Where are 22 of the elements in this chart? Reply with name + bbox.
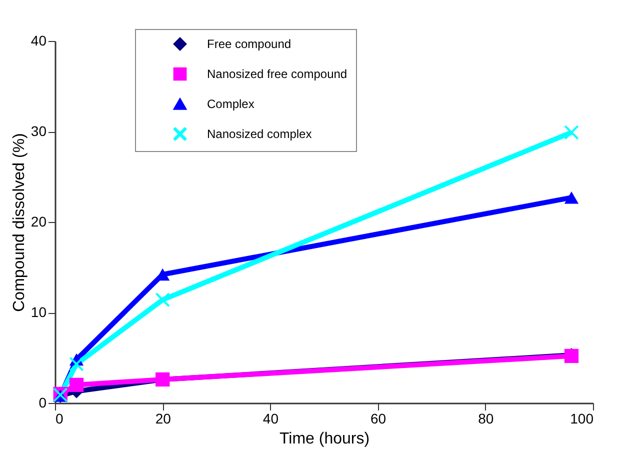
- legend-label: Free compound: [207, 37, 292, 51]
- x-tick-label: 60: [370, 410, 386, 426]
- legend-label: Nanosized complex: [207, 127, 312, 141]
- point: [69, 357, 84, 372]
- x-tick-label: 100: [570, 410, 594, 426]
- x-tick-label: 0: [56, 410, 64, 426]
- legend-label: Nanosized free compound: [207, 67, 348, 81]
- y-axis-title: Compound dissolved (%): [10, 133, 28, 312]
- point: [564, 125, 579, 140]
- y-tick-label: 10: [30, 304, 47, 320]
- legend-label: Complex: [207, 97, 254, 111]
- x-axis-title: Time (hours): [279, 430, 370, 448]
- x-tick-label: 40: [262, 410, 279, 426]
- y-tick-label: 0: [38, 394, 47, 410]
- y-tick-label: 40: [30, 32, 47, 48]
- point: [564, 191, 579, 204]
- point: [69, 378, 84, 392]
- x-tick-label: 80: [478, 410, 494, 426]
- y-tick-label: 20: [30, 214, 47, 230]
- x-tick-label: 20: [155, 410, 172, 426]
- point: [156, 292, 170, 307]
- y-tick-label: 30: [30, 123, 47, 139]
